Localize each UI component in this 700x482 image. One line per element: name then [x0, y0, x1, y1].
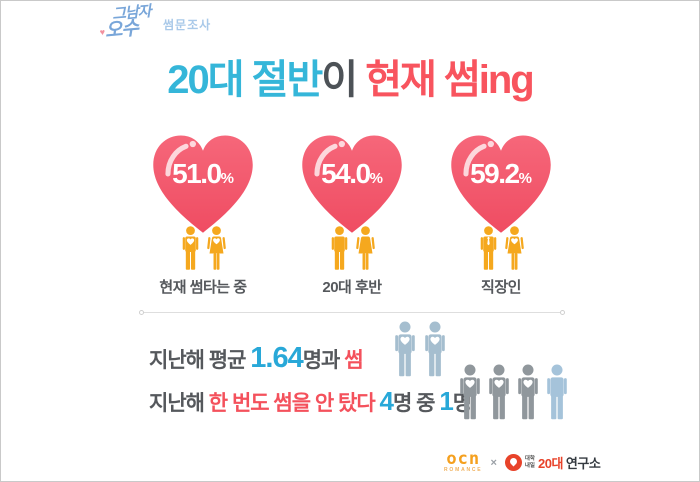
- fact-line-average: 지난해 평균 1.64명과 썸: [149, 342, 364, 375]
- fact2-number-4: 4: [379, 386, 395, 416]
- brand-logo: 그남자 ♥오수 썸문조사: [96, 3, 237, 55]
- percentage-value: 59.2%: [444, 158, 558, 190]
- heart-stat: 59.2%: [444, 131, 558, 235]
- stat-label: 현재 썸타는 중: [159, 279, 247, 296]
- person-heart-icon: [457, 362, 483, 423]
- stat-column-current-some: 51.0% 현재 썸타는 중: [141, 131, 265, 297]
- stat-column-late-20s: 54.0% 20대 후반: [290, 131, 414, 297]
- person-heart-icon: [422, 321, 448, 378]
- percent-sign: %: [220, 170, 234, 187]
- heart-icon: [153, 135, 253, 233]
- four-person-icons: [457, 362, 570, 423]
- stat-label: 직장인: [481, 279, 521, 296]
- stats-row: 51.0% 현재 썸타는 중 54.0% 20대 후반: [141, 131, 563, 297]
- divider-dot-right: [560, 310, 565, 315]
- person-heart-icon: [392, 321, 418, 378]
- person-heart-icon: [515, 362, 541, 423]
- percentage-number: 59.2: [470, 158, 520, 189]
- drama-logo-line2: ♥오수: [99, 18, 158, 43]
- fact2-prefix: 지난해: [149, 392, 209, 415]
- heart-icon: [302, 135, 402, 233]
- percentage-value: 54.0%: [295, 158, 409, 190]
- drama-logo-line2-text: 오수: [104, 18, 139, 43]
- fact-line-never: 지난해 한 번도 썸을 안 탔다 4명 중 1명: [149, 386, 472, 417]
- divider-dot-left: [139, 310, 144, 315]
- lab-20dae-text: 20대: [538, 456, 563, 472]
- fact1-prefix: 지난해 평균: [149, 349, 251, 372]
- percent-sign: %: [518, 170, 532, 187]
- person-icon: [544, 362, 570, 423]
- percentage-number: 54.0: [321, 158, 371, 189]
- fact1-highlight: 썸: [344, 349, 363, 372]
- stat-column-office-worker: 59.2% 직장인: [439, 131, 563, 297]
- lab-small-text: 대학 내일: [525, 456, 535, 469]
- two-person-icons: [392, 321, 448, 378]
- lab-institute-text: 연구소: [565, 456, 601, 472]
- research-lab-logo: 대학 내일 20대 연구소: [504, 453, 601, 472]
- fact2-mid: 명 중: [393, 392, 440, 415]
- heart-stat: 51.0%: [146, 131, 260, 235]
- ocn-logo-text: ocn: [446, 449, 481, 469]
- section-divider: [139, 310, 565, 315]
- footer-logos: ocn ROMANCE × 대학 내일 20대 연구소: [444, 449, 601, 474]
- percentage-value: 51.0%: [146, 158, 260, 190]
- heart-icon: [451, 135, 551, 233]
- drama-logo-script: 그남자 ♥오수: [96, 3, 159, 43]
- fact2-highlight: 한 번도 썸을 안 탔다: [208, 392, 376, 415]
- ocn-logo: ocn ROMANCE: [444, 449, 483, 474]
- percentage-number: 51.0: [172, 158, 222, 189]
- lab-small-line2: 내일: [524, 462, 535, 469]
- title-red-part: 현재 썸ing: [365, 58, 534, 102]
- heart-stat: 54.0%: [295, 131, 409, 235]
- lab-small-line1: 대학: [524, 456, 535, 463]
- stat-label: 20대 후반: [322, 279, 382, 296]
- percent-sign: %: [369, 170, 383, 187]
- person-heart-icon: [486, 362, 512, 423]
- fact1-mid: 명과: [302, 349, 345, 372]
- location-pin-icon: [504, 454, 522, 472]
- title-gray-part: 이: [321, 58, 366, 102]
- title-blue-part: 20대 절반: [167, 58, 323, 102]
- survey-tagline: 썸문조사: [163, 18, 212, 32]
- page-title: 20대 절반이 현재 썸ing: [1, 56, 699, 104]
- fact2-number-1: 1: [439, 386, 454, 416]
- collab-x-mark: ×: [490, 456, 497, 469]
- fact1-number: 1.64: [250, 342, 303, 374]
- ocn-logo-subtext: ROMANCE: [444, 467, 483, 474]
